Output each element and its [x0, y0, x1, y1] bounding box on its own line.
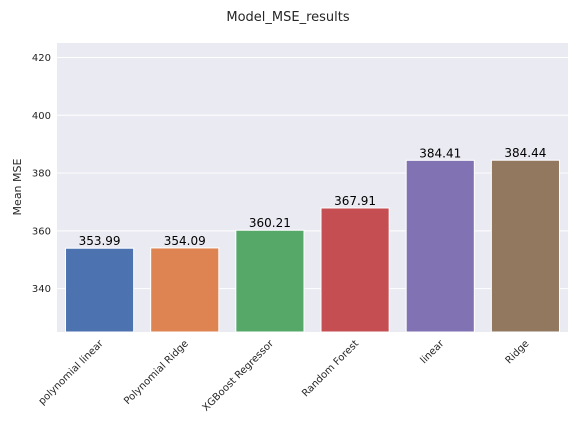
- y-tick-label: 400: [32, 111, 51, 122]
- x-tick-labels: polynomial linear Polynomial Ridge XGBoost…: [37, 338, 532, 414]
- y-tick-label: 380: [32, 169, 51, 180]
- x-tick-label: XGBoost Regressor: [201, 338, 277, 414]
- bar: [151, 248, 219, 332]
- x-tick-label: linear: [419, 338, 447, 366]
- x-tick-label: polynomial linear: [37, 338, 107, 408]
- data-label: 384.44: [504, 146, 546, 160]
- bar: [406, 160, 474, 332]
- y-tick-labels: 340 360 380 400 420: [32, 53, 51, 295]
- y-tick-label: 420: [32, 53, 51, 64]
- bar: [66, 248, 134, 332]
- data-label: 367.91: [334, 194, 376, 208]
- x-tick-label: Random Forest: [300, 338, 361, 399]
- data-label: 384.41: [419, 146, 461, 160]
- x-tick-label: Ridge: [504, 338, 532, 366]
- data-label: 360.21: [249, 216, 291, 230]
- y-axis-label: Mean MSE: [11, 159, 24, 216]
- x-tick-label: Polynomial Ridge: [122, 338, 191, 407]
- data-label: 354.09: [164, 234, 206, 248]
- data-label: 353.99: [79, 234, 121, 248]
- bar: [236, 230, 304, 332]
- bar: [321, 208, 389, 332]
- y-tick-label: 340: [32, 284, 51, 295]
- bar: [491, 160, 559, 332]
- chart-title: Model_MSE_results: [226, 10, 349, 25]
- y-tick-label: 360: [32, 226, 51, 237]
